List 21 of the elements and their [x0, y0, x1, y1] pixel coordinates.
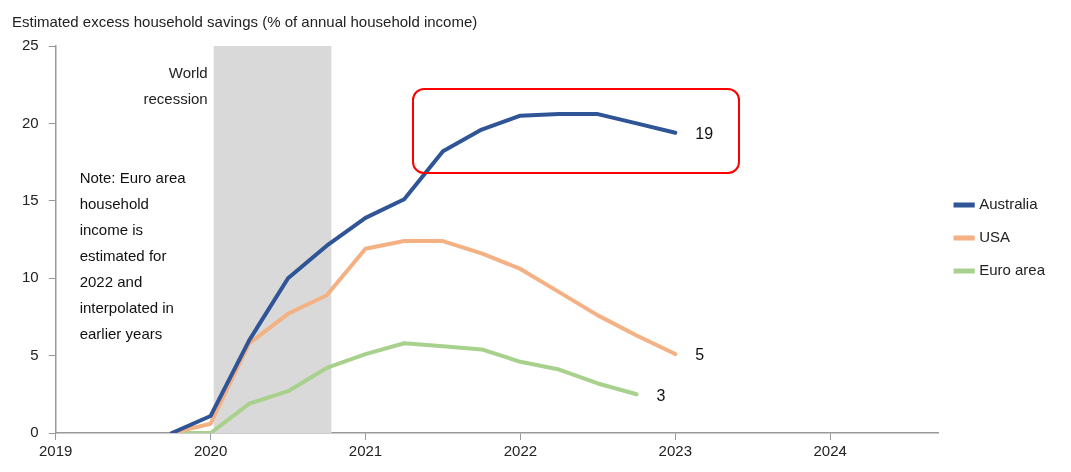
y-tick-label: 20 — [22, 113, 39, 131]
x-tick-label: 2021 — [348, 442, 383, 460]
data-label: 3 — [656, 386, 666, 404]
band-label: World recession — [143, 63, 208, 107]
y-tick-label: 0 — [30, 423, 39, 441]
x-tick-label: 2020 — [193, 442, 228, 460]
y-tick-label: 5 — [30, 345, 39, 363]
data-label: 19 — [695, 125, 714, 143]
data-label: 5 — [695, 346, 705, 364]
y-tick-label: 15 — [22, 190, 39, 208]
x-tick-label: 2022 — [503, 442, 538, 460]
legend-label: Australia — [979, 195, 1039, 213]
y-tick-label: 10 — [22, 268, 39, 286]
legend-label: Euro area — [979, 261, 1046, 279]
y-tick-label: 25 — [22, 36, 39, 54]
x-tick-label: 2024 — [813, 442, 847, 460]
legend-label: USA — [979, 228, 1010, 246]
x-tick-label: 2023 — [658, 442, 692, 460]
annotation: Note: Euro area household income is estimated for 2022 and interpolated in earlier years — [79, 168, 187, 342]
x-tick-label: 2019 — [39, 442, 73, 460]
chart-title: Estimated excess household savings (% of annual household income) — [12, 13, 478, 31]
